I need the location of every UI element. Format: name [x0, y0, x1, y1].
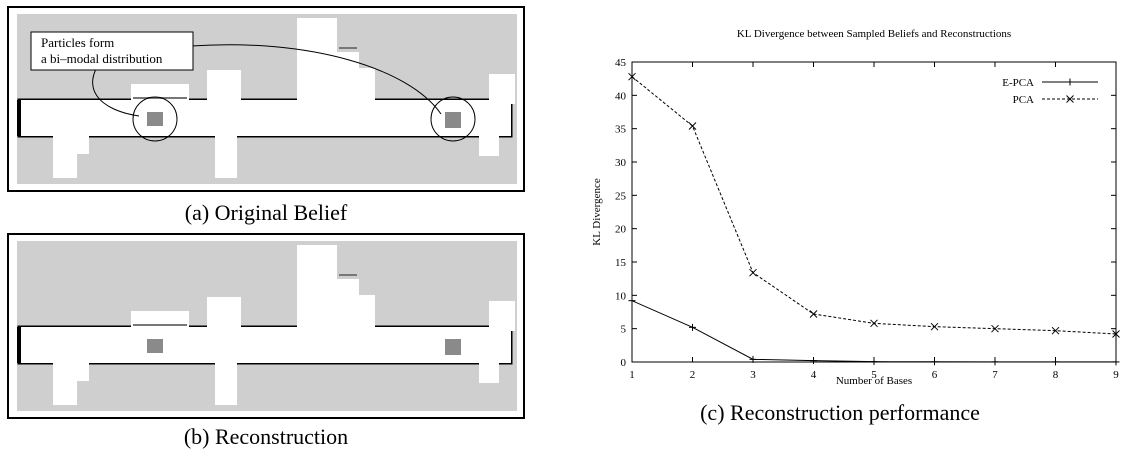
point-marker-x: [628, 72, 636, 81]
point-marker-x: [1066, 95, 1074, 103]
point-marker-x: [930, 322, 939, 331]
annotation-line-2: a bi–modal distribution: [41, 51, 163, 66]
reconstructed-cluster-left: [147, 339, 163, 353]
y-tick-label: 5: [621, 324, 627, 336]
y-tick-label: 35: [615, 124, 627, 136]
y-tick-label: 30: [615, 157, 627, 169]
x-tick-label: 1: [629, 369, 635, 381]
point-marker-x: [870, 319, 878, 328]
x-tick-label: 9: [1113, 369, 1119, 381]
reconstructed-cluster-right: [445, 339, 461, 355]
x-tick-label: 2: [690, 369, 696, 381]
legend: E-PCA PCA: [1002, 77, 1098, 106]
caption-b: (b) Reconstruction: [183, 424, 349, 449]
point-marker-x: [1051, 326, 1060, 335]
legend-label: E-PCA: [1002, 77, 1034, 89]
x-axis-label: Number of Bases: [836, 375, 912, 387]
legend-label: PCA: [1013, 94, 1034, 106]
y-tick-label: 40: [615, 90, 627, 102]
series-layer: [628, 72, 1120, 366]
x-tick-label: 4: [811, 369, 817, 381]
caption-a: (a) Original Belief: [184, 200, 348, 225]
series-line: [631, 76, 1117, 335]
x-tick-label: 6: [932, 369, 938, 381]
y-tick-label: 10: [615, 290, 627, 302]
corridor-map: [17, 245, 515, 405]
y-tick-label: 45: [615, 57, 627, 69]
y-tick-label: 25: [615, 190, 627, 202]
series-line: [631, 300, 1117, 363]
caption-c: (c) Reconstruction performance: [700, 400, 980, 425]
y-tick-label: 15: [615, 257, 627, 269]
point-marker-x: [1112, 330, 1120, 338]
panel-a-map: Particles form a bi–modal distribution: [7, 6, 525, 192]
reconstruction-map: [17, 241, 517, 411]
point-marker-x: [749, 268, 757, 277]
x-tick-label: 3: [750, 369, 756, 381]
x-tick-label: 8: [1053, 369, 1059, 381]
plot-frame: [631, 61, 1117, 363]
x-tick-label: 7: [992, 369, 998, 381]
annotation-line-1: Particles form: [41, 35, 114, 50]
point-marker-x: [688, 122, 697, 130]
corridor-map: [17, 18, 515, 178]
x-tick-label: 5: [871, 369, 877, 381]
kl-divergence-chart: KL Divergence between Sampled Beliefs an…: [591, 28, 1120, 387]
series-e-pca: [628, 297, 1120, 366]
annotation-box: Particles form a bi–modal distribution: [30, 31, 194, 71]
particle-cluster-right: [430, 96, 476, 142]
chart-title: KL Divergence between Sampled Beliefs an…: [737, 28, 1011, 40]
y-axis-label: KL Divergence: [591, 178, 603, 246]
point-marker-x: [809, 310, 818, 318]
panel-b-map: [7, 233, 525, 419]
original-belief-map: Particles form a bi–modal distribution: [17, 14, 517, 184]
particle-cluster-left: [132, 96, 178, 142]
y-tick-label: 20: [615, 224, 627, 236]
y-tick-label: 0: [621, 357, 627, 369]
series-pca: [628, 72, 1120, 338]
point-marker-x: [991, 324, 999, 333]
